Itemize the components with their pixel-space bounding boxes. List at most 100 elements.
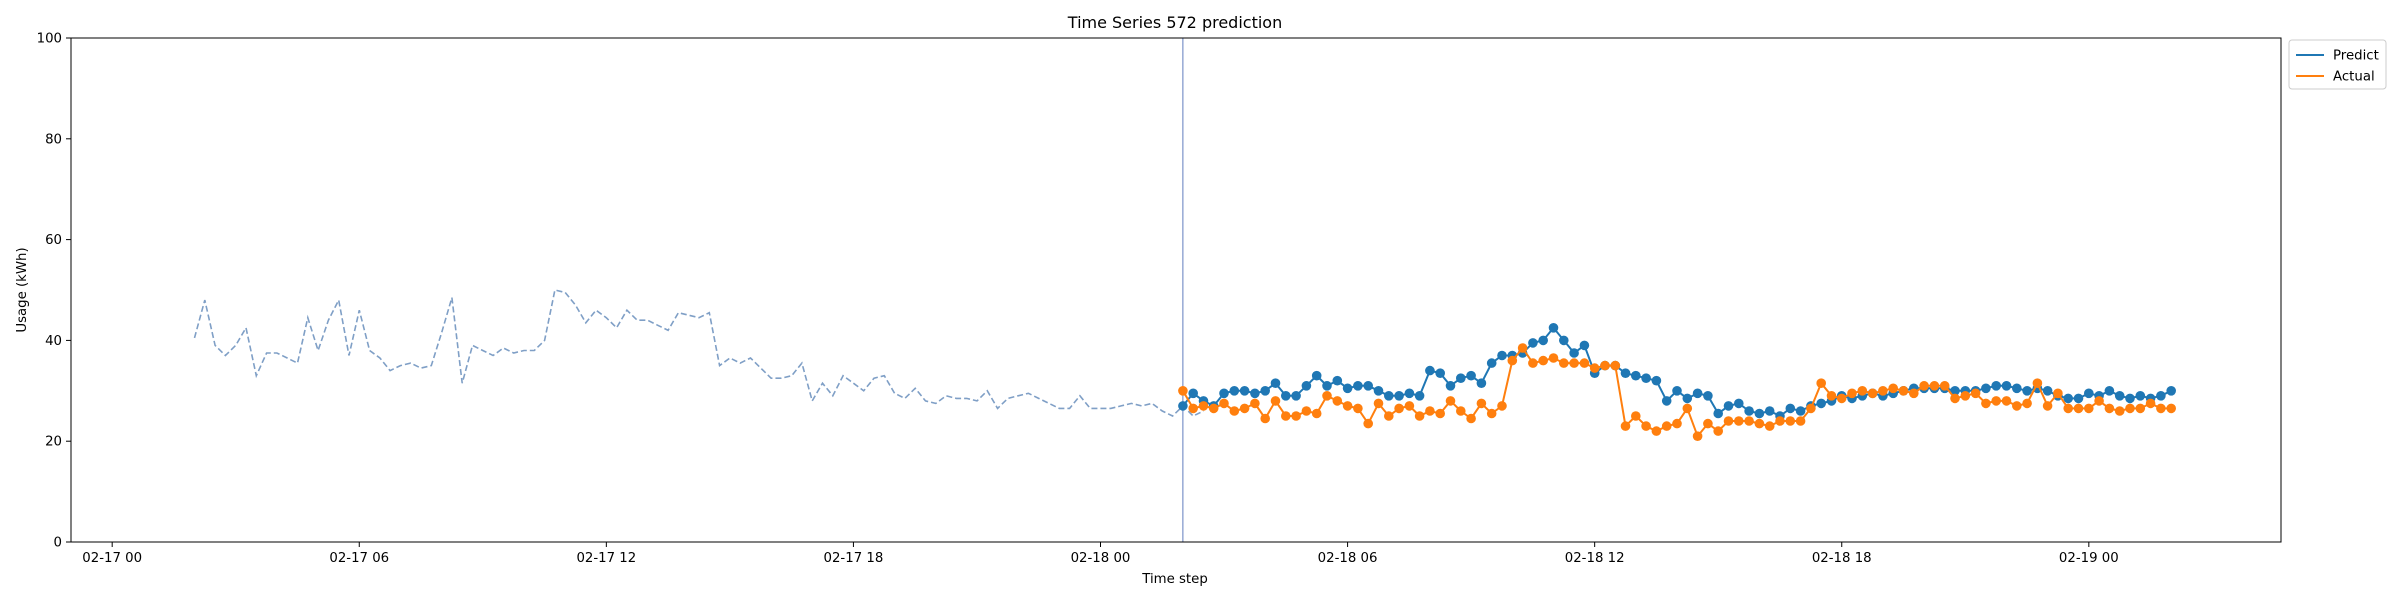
actual-point (1476, 398, 1487, 409)
actual-point (2084, 403, 2094, 414)
predict-point (2022, 386, 2032, 396)
actual-point (1631, 411, 1641, 421)
actual-point (2104, 403, 2115, 414)
actual-point (1692, 431, 1703, 442)
actual-point (2145, 398, 2156, 409)
actual-point (1384, 411, 1394, 421)
actual-point (1970, 388, 1981, 399)
actual-point (1559, 358, 1569, 368)
actual-point (1589, 363, 1600, 373)
x-tick-label: 02-18 18 (1812, 551, 1872, 566)
actual-point (1919, 381, 1929, 391)
predict-point (1476, 378, 1487, 389)
predict-point (1692, 388, 1703, 399)
chart-title: Time Series 572 prediction (1067, 13, 1282, 32)
predict-point (1579, 340, 1590, 351)
predict-point (1528, 338, 1538, 348)
predict-point (2135, 391, 2146, 401)
actual-point (1497, 401, 1507, 411)
actual-point (1672, 418, 1682, 429)
actual-point (1569, 358, 1579, 368)
x-tick-label: 02-17 12 (576, 551, 636, 566)
actual-point (1291, 411, 1301, 421)
actual-point (1363, 418, 1373, 429)
actual-point (1775, 416, 1785, 426)
predict-point (1260, 386, 1270, 396)
actual-point (1981, 398, 1991, 409)
actual-point (1620, 421, 1631, 431)
actual-point (2053, 388, 2063, 399)
x-tick-label: 02-19 00 (2059, 551, 2119, 566)
actual-point (1816, 378, 1826, 389)
actual-point (1342, 401, 1353, 411)
predict-point (1950, 386, 1960, 396)
actual-point (1301, 406, 1312, 416)
predict-point (1723, 401, 1734, 411)
predict-point (1672, 386, 1682, 396)
actual-point (2135, 403, 2146, 414)
predict-point (2156, 391, 2166, 401)
predict-point (2166, 386, 2176, 396)
actual-point (1651, 426, 1662, 436)
legend-label-predict: Predict (2333, 49, 2379, 64)
predict-point (1394, 391, 1404, 401)
actual-point (1960, 391, 1971, 401)
predict-point (1425, 365, 1435, 376)
actual-point (1466, 413, 1476, 424)
predict-point (1548, 323, 1559, 333)
actual-point (1404, 401, 1415, 411)
actual-point (2125, 403, 2135, 414)
actual-point (1847, 388, 1857, 399)
actual-point (1836, 393, 1847, 404)
actual-point (2114, 406, 2125, 416)
actual-point (2156, 403, 2166, 414)
predict-point (1682, 393, 1693, 404)
x-tick-label: 02-17 00 (82, 551, 142, 566)
actual-point (1548, 353, 1559, 363)
actual-point (1507, 355, 1518, 366)
predict-point (1363, 381, 1373, 391)
y-axis-title: Usage (kWh) (15, 247, 30, 332)
actual-point (1414, 411, 1425, 421)
x-axis-title: Time step (1141, 572, 1208, 587)
actual-point (2042, 401, 2053, 411)
predict-point (1456, 373, 1466, 384)
predict-point (1332, 375, 1343, 386)
predict-point (1981, 383, 1991, 394)
predict-point (2012, 383, 2022, 394)
actual-point (1939, 381, 1950, 391)
predict-point (1816, 398, 1826, 409)
predict-point (1744, 406, 1754, 416)
predict-point (1713, 408, 1723, 419)
predict-point (1538, 335, 1548, 346)
predict-point (1178, 401, 1188, 411)
actual-point (1867, 388, 1878, 399)
actual-point (1311, 408, 1322, 419)
y-tick-label: 60 (45, 233, 62, 248)
actual-point (1394, 403, 1404, 414)
predict-point (1661, 396, 1672, 406)
predict-point (1631, 370, 1641, 381)
actual-point (2166, 403, 2176, 414)
predict-point (1754, 408, 1765, 419)
actual-point (1826, 391, 1837, 401)
predict-point (1229, 386, 1240, 396)
legend: Predict Actual (2288, 39, 2387, 90)
predict-point (1188, 388, 1198, 399)
actual-point (1929, 381, 1940, 391)
predict-point (1703, 391, 1713, 401)
actual-point (1734, 416, 1744, 426)
history-series-line (193, 289, 1204, 417)
actual-point (1219, 398, 1229, 409)
predict-point (1486, 358, 1497, 368)
predict-point (1435, 368, 1445, 379)
y-tick-label: 0 (54, 536, 62, 551)
actual-point (1198, 401, 1209, 411)
predict-point (1342, 383, 1353, 394)
actual-point (2063, 403, 2073, 414)
actual-point (2073, 403, 2084, 414)
actual-point (1188, 403, 1198, 414)
actual-point (1528, 358, 1538, 368)
predict-point (2063, 393, 2073, 404)
